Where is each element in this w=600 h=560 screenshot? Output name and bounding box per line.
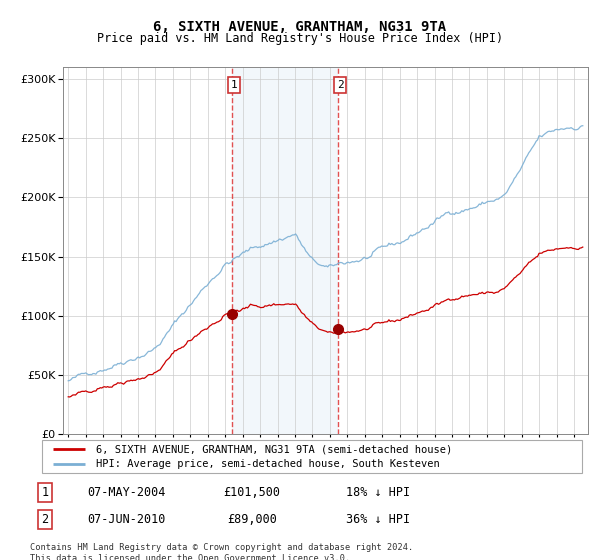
- Text: 18% ↓ HPI: 18% ↓ HPI: [346, 486, 410, 500]
- Text: £101,500: £101,500: [223, 486, 281, 500]
- Text: 2: 2: [41, 512, 49, 526]
- Text: 1: 1: [231, 80, 238, 90]
- Text: £89,000: £89,000: [227, 512, 277, 526]
- Text: 36% ↓ HPI: 36% ↓ HPI: [346, 512, 410, 526]
- Text: Contains HM Land Registry data © Crown copyright and database right 2024.
This d: Contains HM Land Registry data © Crown c…: [30, 543, 413, 560]
- Bar: [232, 67, 338, 434]
- Text: 6, SIXTH AVENUE, GRANTHAM, NG31 9TA (semi-detached house): 6, SIXTH AVENUE, GRANTHAM, NG31 9TA (sem…: [96, 444, 452, 454]
- Text: HPI: Average price, semi-detached house, South Kesteven: HPI: Average price, semi-detached house,…: [96, 459, 440, 469]
- Text: 07-MAY-2004: 07-MAY-2004: [87, 486, 165, 500]
- Text: Price paid vs. HM Land Registry's House Price Index (HPI): Price paid vs. HM Land Registry's House …: [97, 32, 503, 45]
- Text: 1: 1: [41, 486, 49, 500]
- Text: 6, SIXTH AVENUE, GRANTHAM, NG31 9TA: 6, SIXTH AVENUE, GRANTHAM, NG31 9TA: [154, 20, 446, 34]
- Text: 07-JUN-2010: 07-JUN-2010: [87, 512, 165, 526]
- Text: 2: 2: [337, 80, 344, 90]
- FancyBboxPatch shape: [42, 440, 582, 473]
